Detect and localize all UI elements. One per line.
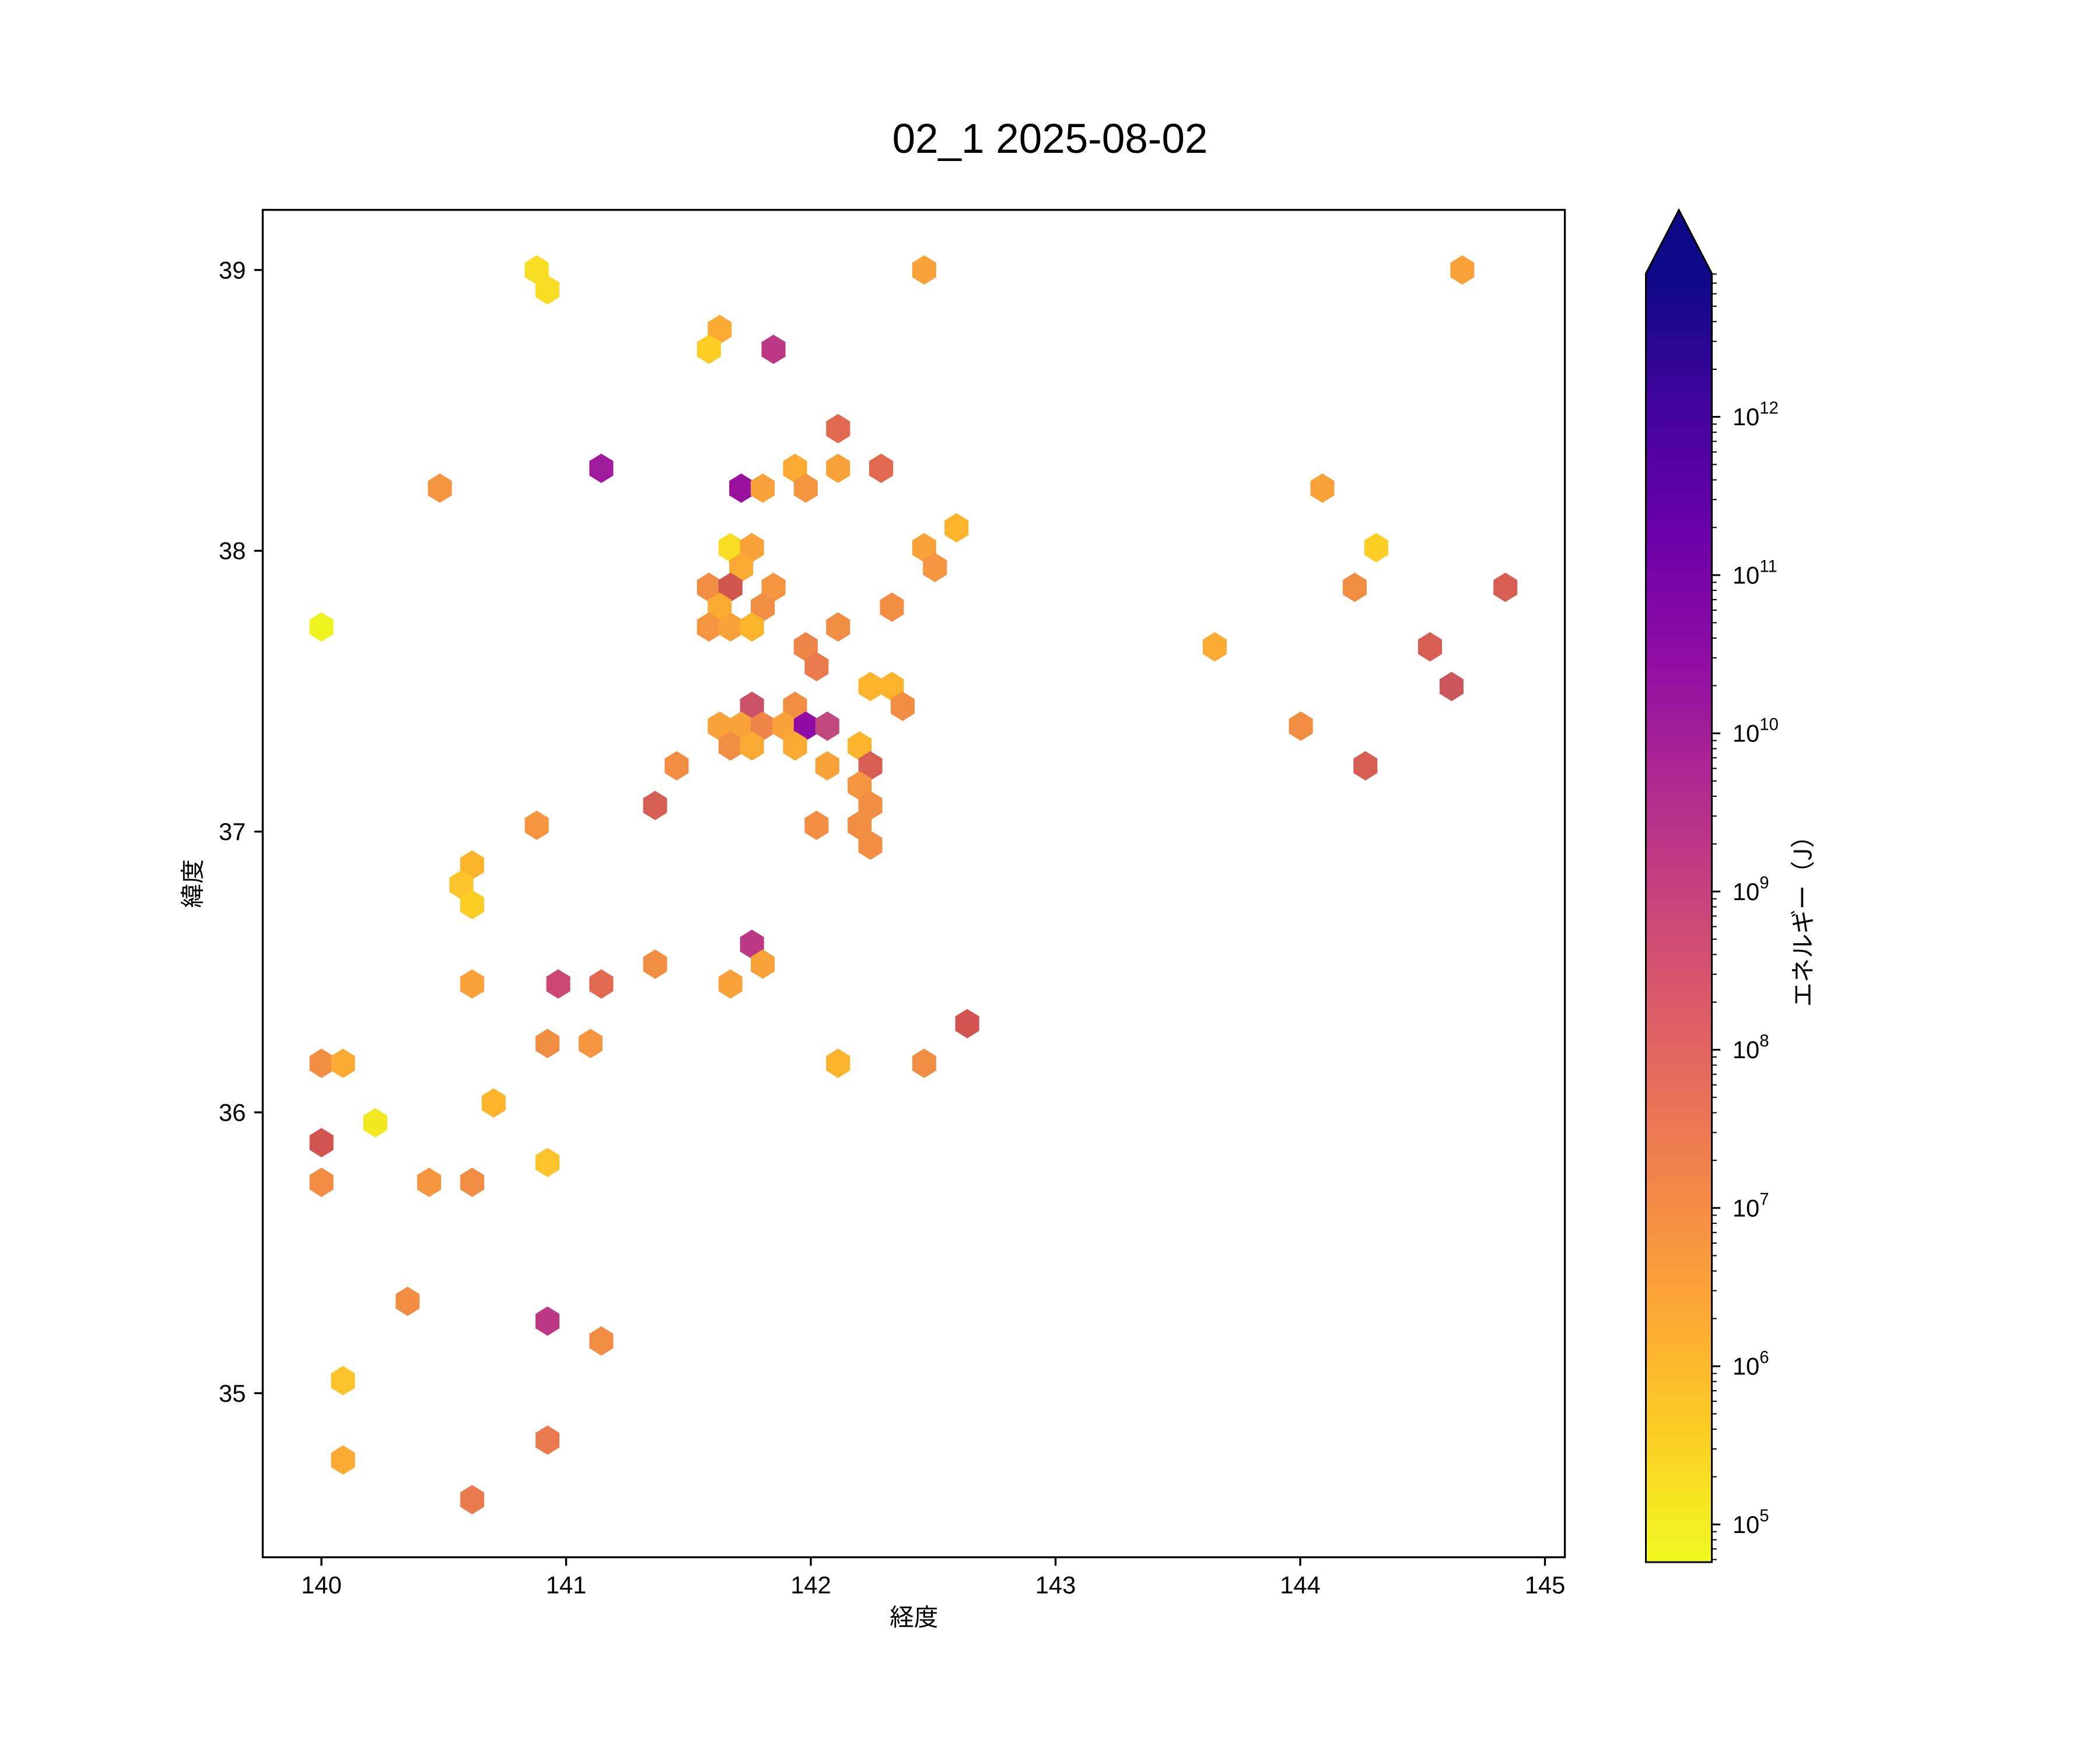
svg-text:36: 36 <box>219 1098 246 1126</box>
svg-text:144: 144 <box>1280 1572 1321 1599</box>
svg-text:1011: 1011 <box>1732 557 1777 589</box>
svg-text:35: 35 <box>219 1380 246 1407</box>
svg-text:140: 140 <box>301 1572 342 1599</box>
svg-text:109: 109 <box>1732 874 1769 905</box>
svg-text:141: 141 <box>546 1572 587 1599</box>
svg-text:142: 142 <box>790 1572 831 1599</box>
svg-text:37: 37 <box>219 818 246 845</box>
svg-text:39: 39 <box>219 256 246 284</box>
svg-text:38: 38 <box>219 537 246 565</box>
svg-text:143: 143 <box>1035 1572 1076 1599</box>
svg-text:02_1 2025-08-02: 02_1 2025-08-02 <box>892 116 1208 162</box>
svg-text:1010: 1010 <box>1732 716 1779 747</box>
svg-text:145: 145 <box>1525 1572 1566 1599</box>
svg-text:1012: 1012 <box>1732 399 1779 430</box>
